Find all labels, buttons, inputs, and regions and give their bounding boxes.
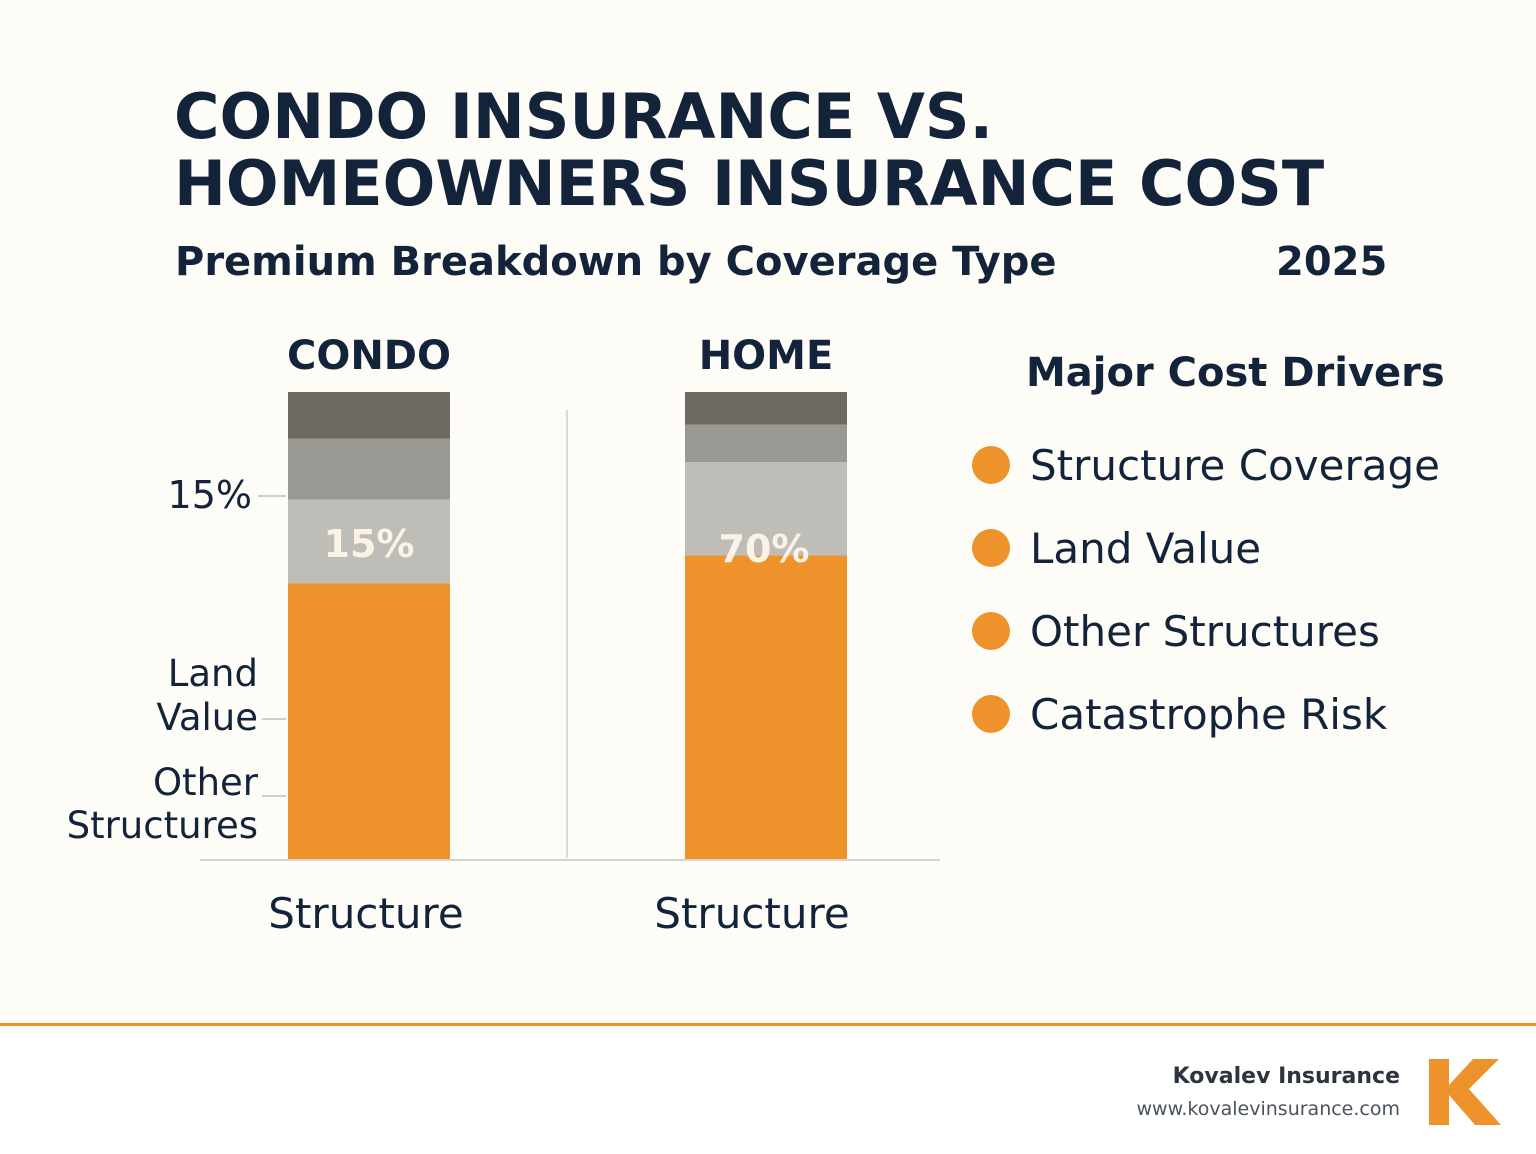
legend-item-structure-coverage: Structure Coverage [972, 440, 1440, 490]
bar-segment-condo-3 [288, 392, 450, 439]
bar-segment-condo-2 [288, 438, 450, 500]
chart-title-line-1: CONDO INSURANCE VS. [174, 80, 994, 153]
legend-item-other-structures: Other Structures [972, 606, 1380, 656]
legend-item-catastrophe-risk: Catastrophe Risk [972, 689, 1388, 739]
bar-segment-home-2 [685, 424, 847, 463]
footer-divider [0, 1023, 1536, 1026]
legend-item-land-value: Land Value [972, 523, 1262, 573]
bar-segment-home-3 [685, 392, 847, 425]
dot-icon [972, 446, 1010, 484]
legend-title: Major Cost Drivers [1026, 350, 1445, 396]
category-label-home: HOME [699, 333, 834, 379]
footer [0, 1026, 1536, 1154]
stacked-bar-chart: CONDO 15% Structure HOME 70% Structure 15% Land… [67, 333, 940, 938]
bar-segment-home-1 [685, 462, 847, 556]
y-tick-label-land: Land [168, 652, 258, 695]
dot-icon [972, 695, 1010, 733]
brand-name: Kovalev Insurance [1172, 1064, 1400, 1089]
chart-subtitle: Premium Breakdown by Coverage Type [175, 239, 1057, 285]
bar-segment-home-0 [685, 555, 847, 859]
legend-label: Structure Coverage [1030, 440, 1440, 490]
legend-label: Catastrophe Risk [1030, 689, 1388, 739]
legend-label: Land Value [1030, 523, 1262, 573]
category-label-condo: CONDO [287, 333, 451, 379]
bar-segment-condo-0 [288, 583, 450, 859]
y-tick-label-structures: Structures [67, 804, 258, 847]
legend-label: Other Structures [1030, 606, 1380, 656]
brand-url[interactable]: www.kovalevinsurance.com [1136, 1098, 1400, 1120]
bar-segment-condo-1 [288, 499, 450, 584]
y-tick-label-value: Value [156, 696, 258, 739]
x-label-home: Structure [654, 889, 849, 938]
brand-logo-icon [1429, 1059, 1501, 1125]
x-label-condo: Structure [268, 889, 463, 938]
y-tick-label-other: Other [153, 761, 259, 804]
dot-icon [972, 612, 1010, 650]
chart-year: 2025 [1276, 239, 1388, 285]
chart-title-line-2: HOMEOWNERS INSURANCE COST [174, 147, 1325, 220]
bar-value-label-home: 70% [719, 527, 810, 571]
bar-value-label-condo: 15% [324, 522, 415, 566]
y-tick-label-15: 15% [168, 473, 252, 517]
dot-icon [972, 529, 1010, 567]
